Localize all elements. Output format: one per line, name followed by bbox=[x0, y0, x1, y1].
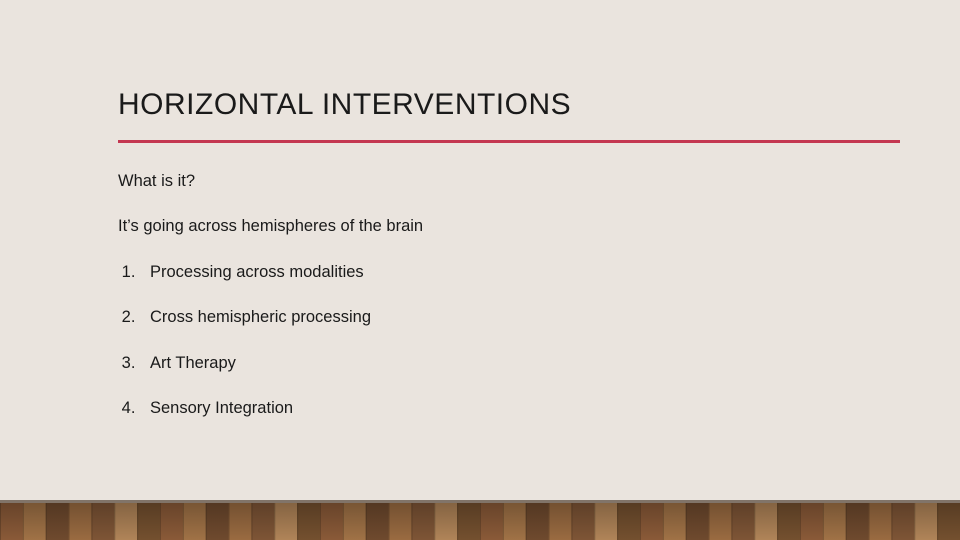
slide: HORIZONTAL INTERVENTIONS What is it? It’… bbox=[0, 0, 960, 540]
title-underline bbox=[118, 140, 900, 143]
wood-floor-graphic bbox=[0, 500, 960, 540]
slide-title: HORIZONTAL INTERVENTIONS bbox=[118, 88, 900, 122]
list-item: Sensory Integration bbox=[140, 398, 900, 419]
subheading: What is it? bbox=[118, 171, 900, 192]
list-item: Cross hemispheric processing bbox=[140, 307, 900, 328]
item-list: Processing across modalities Cross hemis… bbox=[118, 262, 900, 420]
list-item: Processing across modalities bbox=[140, 262, 900, 283]
list-item: Art Therapy bbox=[140, 353, 900, 374]
slide-content: HORIZONTAL INTERVENTIONS What is it? It’… bbox=[118, 88, 900, 444]
description: It’s going across hemispheres of the bra… bbox=[118, 216, 900, 237]
